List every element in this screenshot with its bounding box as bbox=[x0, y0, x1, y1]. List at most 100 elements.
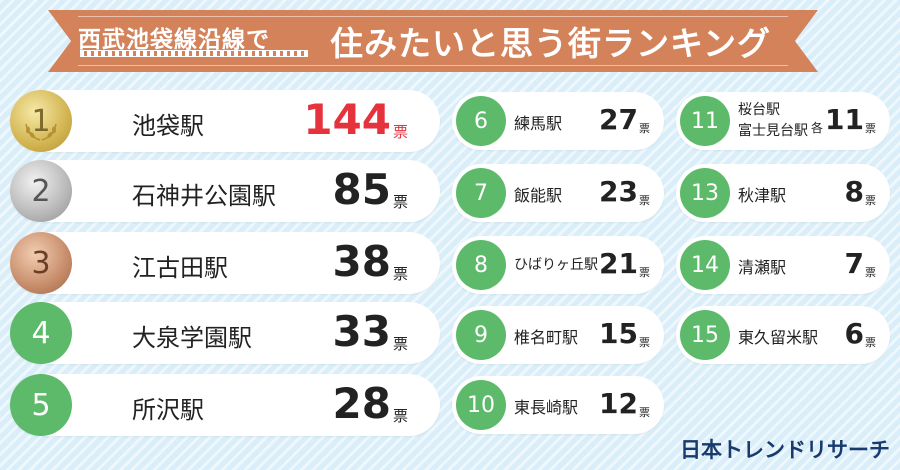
station-name: 石神井公園駅 bbox=[132, 182, 276, 210]
bronze-medal-icon: 3 bbox=[10, 232, 72, 294]
rank-number: 11 bbox=[691, 108, 719, 134]
vote-number: 28 bbox=[332, 379, 391, 428]
vote-count: 28 票 bbox=[333, 380, 408, 428]
vote-number: 6 bbox=[844, 317, 864, 350]
brand-logo: 日本トレンドリサーチ bbox=[680, 438, 890, 462]
vote-count: 23 票 bbox=[599, 174, 650, 210]
rank-number: 1 bbox=[31, 103, 51, 139]
vote-prefix: 各 bbox=[811, 121, 824, 135]
vote-count: 15 票 bbox=[599, 316, 650, 352]
rank-card-5: 5 所沢駅 28 票 bbox=[10, 374, 440, 436]
vote-suffix: 票 bbox=[639, 194, 650, 207]
station-name: 所沢駅 bbox=[132, 396, 204, 424]
rank-card-7: 7 飯能駅 23 票 bbox=[452, 164, 664, 222]
vote-number: 33 bbox=[332, 307, 391, 356]
vote-suffix: 票 bbox=[639, 336, 650, 349]
station-name: 池袋駅 bbox=[132, 112, 204, 140]
vote-number: 21 bbox=[599, 247, 638, 280]
rank-circle: 8 bbox=[456, 240, 506, 290]
rank-card-13: 13 秋津駅 8 票 bbox=[676, 164, 890, 222]
vote-number: 23 bbox=[599, 175, 638, 208]
rank-number: 13 bbox=[691, 180, 719, 206]
vote-number: 7 bbox=[844, 247, 864, 280]
vote-count: 33 票 bbox=[333, 308, 408, 356]
station-name: ひばりヶ丘駅 bbox=[514, 257, 598, 273]
vote-count: 各 11 票 bbox=[811, 102, 876, 138]
station-name: 桜台駅 bbox=[738, 102, 780, 118]
vote-suffix: 票 bbox=[392, 407, 408, 425]
station-name: 東久留米駅 bbox=[738, 328, 819, 347]
rank-card-3: 3 江古田駅 38 票 bbox=[10, 232, 440, 294]
station-name: 東長崎駅 bbox=[514, 398, 579, 417]
vote-count: 144 票 bbox=[303, 96, 408, 144]
vote-suffix: 票 bbox=[865, 266, 876, 279]
station-name: 江古田駅 bbox=[132, 254, 228, 282]
silver-medal-icon: 2 bbox=[10, 160, 72, 222]
station-name: 練馬駅 bbox=[514, 114, 563, 133]
rank-card-2: 2 石神井公園駅 85 票 bbox=[10, 160, 440, 222]
rank-circle: 5 bbox=[10, 374, 72, 436]
vote-number: 12 bbox=[599, 387, 638, 420]
vote-count: 27 票 bbox=[599, 102, 650, 138]
rank-card-10: 10 東長崎駅 12 票 bbox=[452, 376, 664, 434]
rank-card-8: 8 ひばりヶ丘駅 21 票 bbox=[452, 236, 664, 294]
rank-circle: 14 bbox=[680, 240, 730, 290]
station-name: 清瀬駅 bbox=[738, 258, 787, 277]
vote-suffix: 票 bbox=[392, 123, 408, 141]
station-name: 飯能駅 bbox=[514, 186, 563, 205]
rank-card-1: 1 池袋駅 144 票 bbox=[10, 90, 440, 152]
rank-number: 10 bbox=[467, 392, 495, 418]
rank-circle: 4 bbox=[10, 302, 72, 364]
vote-count: 38 票 bbox=[333, 238, 408, 286]
rank-number: 7 bbox=[474, 180, 488, 206]
rank-card-4: 4 大泉学園駅 33 票 bbox=[10, 302, 440, 364]
vote-number: 8 bbox=[844, 175, 864, 208]
rank-number: 5 bbox=[31, 387, 51, 423]
vote-number: 15 bbox=[599, 317, 638, 350]
rank-circle: 6 bbox=[456, 96, 506, 146]
rank-circle: 10 bbox=[456, 380, 506, 430]
rank-number: 4 bbox=[31, 315, 51, 351]
vote-suffix: 票 bbox=[639, 406, 650, 419]
rank-circle: 11 bbox=[680, 96, 730, 146]
rank-number: 15 bbox=[691, 322, 719, 348]
vote-suffix: 票 bbox=[865, 122, 876, 135]
title-line-name: 西武池袋線沿線で bbox=[78, 27, 270, 53]
station-name: 椎名町駅 bbox=[514, 328, 579, 347]
rank-card-14: 14 清瀬駅 7 票 bbox=[676, 236, 890, 294]
vote-number: 11 bbox=[825, 103, 864, 136]
rank-number: 9 bbox=[474, 322, 488, 348]
gold-medal-icon: 1 bbox=[10, 90, 72, 152]
rank-number: 14 bbox=[691, 252, 719, 278]
rank-number: 3 bbox=[31, 245, 51, 281]
vote-suffix: 票 bbox=[392, 265, 408, 283]
rank-card-6: 6 練馬駅 27 票 bbox=[452, 92, 664, 150]
railway-track-decoration bbox=[80, 50, 308, 57]
rank-number: 6 bbox=[474, 108, 488, 134]
rank-circle: 7 bbox=[456, 168, 506, 218]
rank-card-15: 15 東久留米駅 6 票 bbox=[676, 306, 890, 364]
rank-card-11: 11 桜台駅 富士見台駅 各 11 票 bbox=[676, 92, 890, 150]
title-banner bbox=[48, 10, 818, 72]
station-names: 桜台駅 富士見台駅 bbox=[738, 100, 808, 142]
vote-suffix: 票 bbox=[865, 336, 876, 349]
laurel-icon bbox=[25, 123, 57, 141]
vote-number: 38 bbox=[332, 237, 391, 286]
vote-suffix: 票 bbox=[639, 122, 650, 135]
rank-circle: 9 bbox=[456, 310, 506, 360]
vote-suffix: 票 bbox=[392, 335, 408, 353]
title-main: 住みたいと思う街ランキング bbox=[330, 24, 772, 63]
vote-count: 12 票 bbox=[599, 386, 650, 422]
vote-suffix: 票 bbox=[865, 194, 876, 207]
vote-count: 21 票 bbox=[599, 246, 650, 282]
rank-circle: 15 bbox=[680, 310, 730, 360]
rank-number: 8 bbox=[474, 252, 488, 278]
vote-number: 27 bbox=[599, 103, 638, 136]
vote-suffix: 票 bbox=[639, 266, 650, 279]
vote-count: 8 票 bbox=[845, 174, 876, 210]
vote-number: 85 bbox=[332, 165, 391, 214]
rank-card-9: 9 椎名町駅 15 票 bbox=[452, 306, 664, 364]
banner-border bbox=[78, 16, 788, 66]
rank-number: 2 bbox=[31, 173, 51, 209]
vote-count: 7 票 bbox=[845, 246, 876, 282]
